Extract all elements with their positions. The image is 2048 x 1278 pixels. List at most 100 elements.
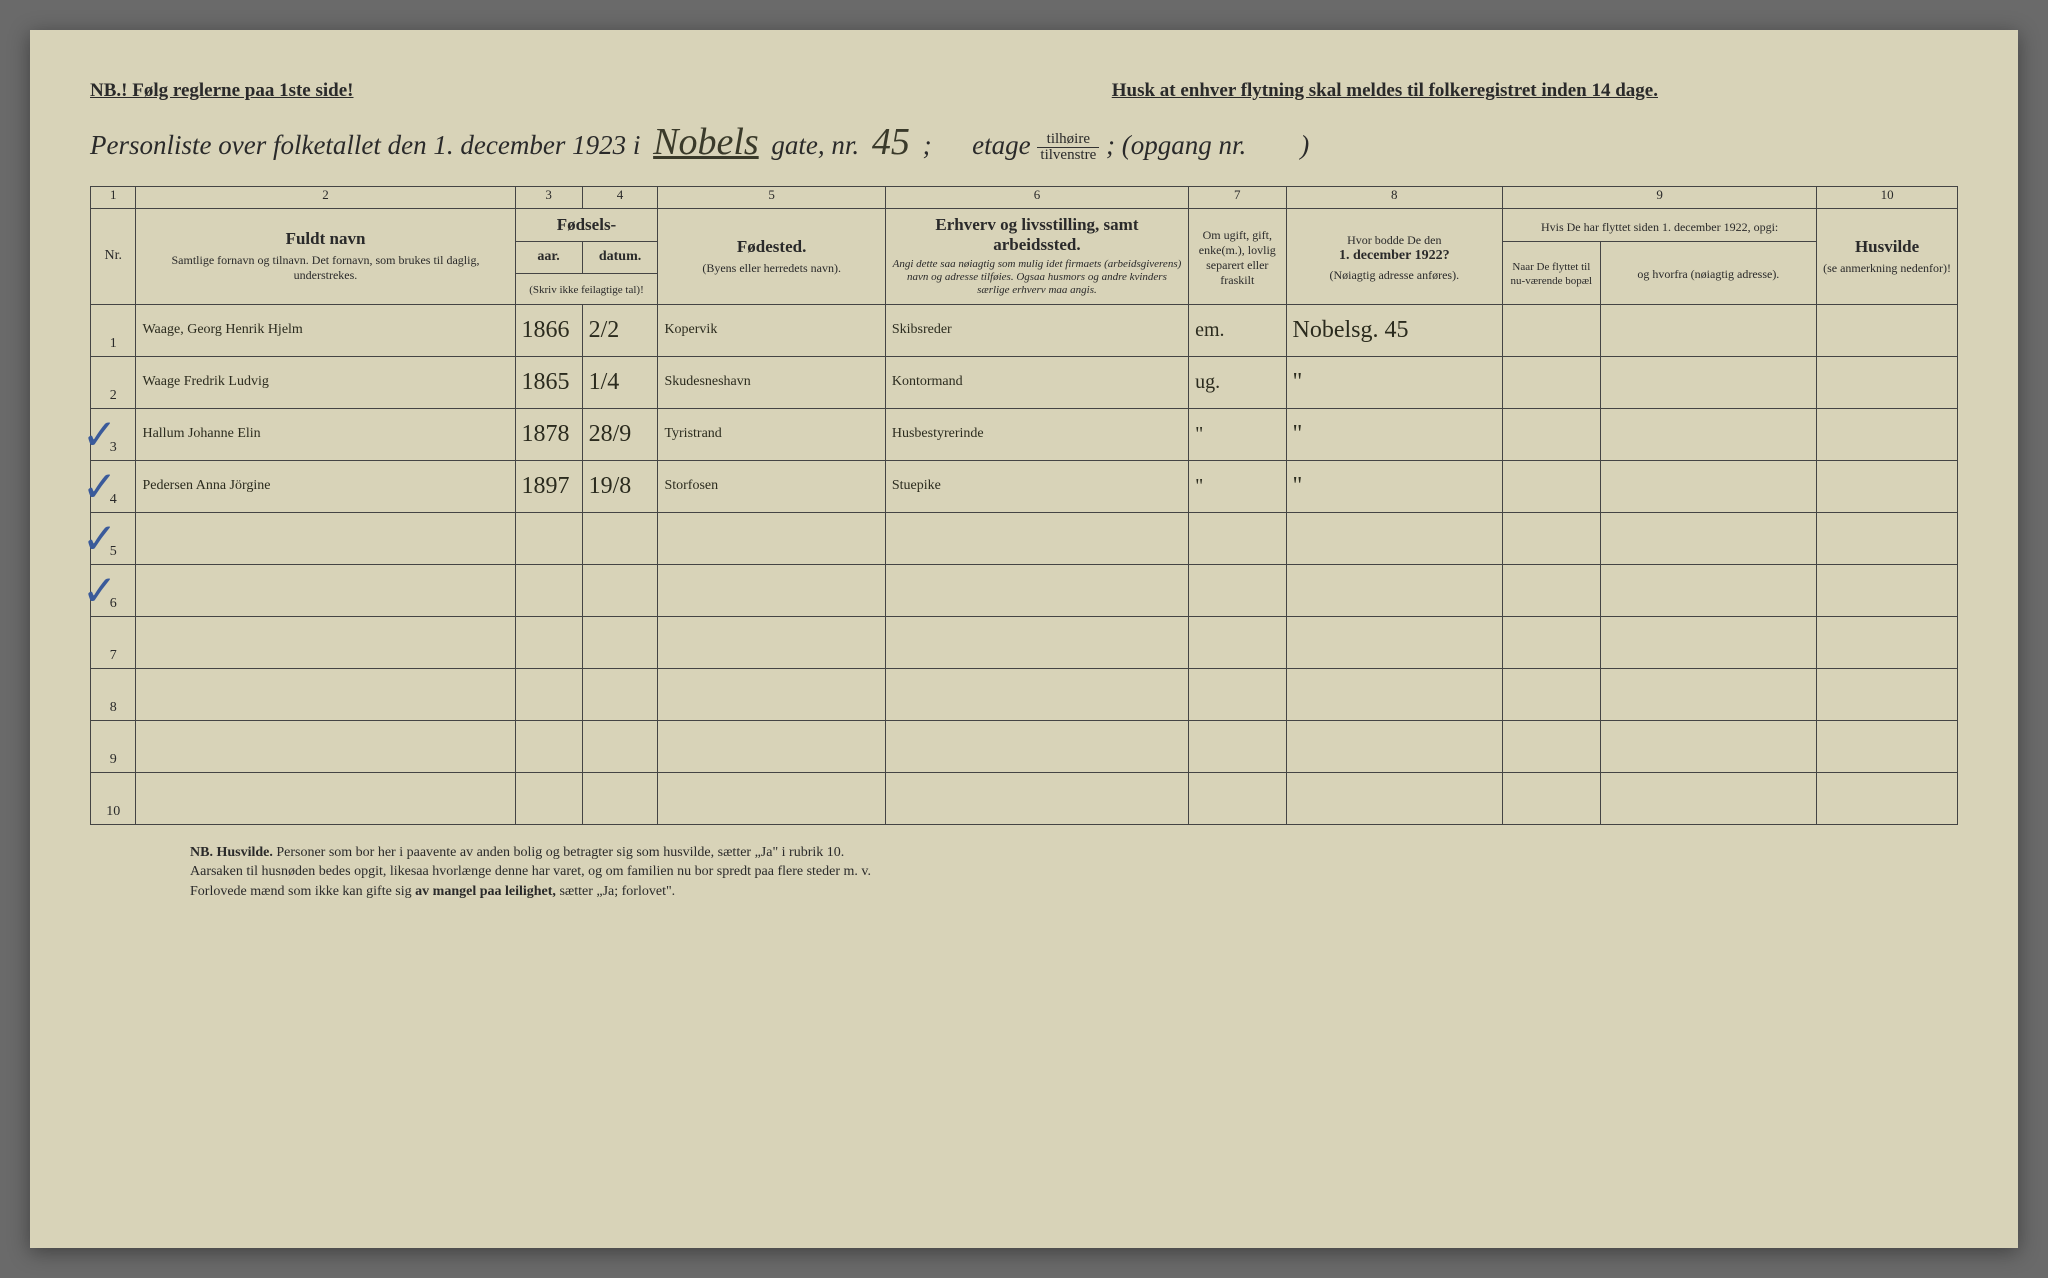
cell-year: 1897 — [515, 460, 582, 512]
cell-year — [515, 616, 582, 668]
cell-moved-from — [1600, 616, 1817, 668]
cell-year — [515, 564, 582, 616]
cell-husvilde — [1817, 772, 1958, 824]
column-number-row: 1 2 3 45 6 7 8 9 10 — [91, 187, 1958, 209]
cell-name: Waage, Georg Henrik Hjelm — [136, 304, 515, 356]
checkmark-icon: ✓ — [82, 462, 117, 512]
cell-prev-addr: Nobelsg. 45 — [1286, 304, 1503, 356]
gate-label: gate, nr. — [771, 130, 859, 160]
cell-moved-from — [1600, 668, 1817, 720]
cell-moved-from — [1600, 408, 1817, 460]
cell-year: 1866 — [515, 304, 582, 356]
cell-moved-from — [1600, 720, 1817, 772]
cell-marital: " — [1189, 408, 1286, 460]
street-name-handwritten: Nobels — [647, 121, 765, 163]
row-number: 7 — [91, 616, 136, 668]
cell-year — [515, 512, 582, 564]
cell-year — [515, 720, 582, 772]
nb-notice: NB.! Følg reglerne paa 1ste side! — [90, 80, 354, 102]
cell-year — [515, 668, 582, 720]
cell-moved-when — [1503, 772, 1600, 824]
cell-birthplace — [658, 772, 885, 824]
cell-year: 1878 — [515, 408, 582, 460]
hdr-moved-when: Naar De flyttet til nu-værende bopæl — [1503, 242, 1600, 305]
row-number: 1 — [91, 304, 136, 356]
cell-occupation: Husbestyrerinde — [885, 408, 1188, 460]
side-fraction: tilhøire tilvenstre — [1037, 132, 1099, 163]
cell-marital — [1189, 720, 1286, 772]
footer-note: NB. Husvilde. Personer som bor her i paa… — [90, 843, 1958, 902]
cell-name: Waage Fredrik Ludvig — [136, 356, 515, 408]
cell-moved-when — [1503, 720, 1600, 772]
hdr-aar: aar. — [515, 242, 582, 274]
cell-moved-from — [1600, 304, 1817, 356]
cell-moved-when — [1503, 356, 1600, 408]
cell-occupation — [885, 564, 1188, 616]
cell-birthplace — [658, 720, 885, 772]
cell-husvilde — [1817, 460, 1958, 512]
cell-marital — [1189, 512, 1286, 564]
cell-husvilde — [1817, 564, 1958, 616]
hdr-husvilde: Husvilde (se anmerkning nedenfor)! — [1817, 209, 1958, 305]
cell-date — [582, 720, 658, 772]
hdr-navn: Fuldt navn Samtlige fornavn og tilnavn. … — [136, 209, 515, 305]
table-row: 5 — [91, 512, 1958, 564]
cell-marital: ug. — [1189, 356, 1286, 408]
cell-name — [136, 720, 515, 772]
hdr-fodested: Fødested. (Byens eller herredets navn). — [658, 209, 885, 305]
hdr-marital: Om ugift, gift, enke(m.), lovlig separer… — [1189, 209, 1286, 305]
hdr-prev-addr: Hvor bodde De den 1. december 1922? (Nøi… — [1286, 209, 1503, 305]
table-row: 2 Waage Fredrik Ludvig 1865 1/4 Skudesne… — [91, 356, 1958, 408]
row-number: 10 — [91, 772, 136, 824]
cell-date — [582, 668, 658, 720]
cell-moved-when — [1503, 304, 1600, 356]
cell-birthplace — [658, 616, 885, 668]
cell-birthplace: Tyristrand — [658, 408, 885, 460]
cell-moved-from — [1600, 356, 1817, 408]
cell-marital — [1189, 772, 1286, 824]
cell-name — [136, 668, 515, 720]
cell-occupation: Kontormand — [885, 356, 1188, 408]
opgang-label: ; (opgang nr. — [1106, 130, 1246, 160]
cell-husvilde — [1817, 356, 1958, 408]
cell-year — [515, 772, 582, 824]
cell-date — [582, 616, 658, 668]
cell-date — [582, 772, 658, 824]
cell-date: 28/9 — [582, 408, 658, 460]
cell-prev-addr: " — [1286, 408, 1503, 460]
cell-husvilde — [1817, 512, 1958, 564]
cell-moved-when — [1503, 668, 1600, 720]
cell-prev-addr — [1286, 616, 1503, 668]
cell-occupation — [885, 772, 1188, 824]
table-row: 1 Waage, Georg Henrik Hjelm 1866 2/2 Kop… — [91, 304, 1958, 356]
cell-birthplace: Skudesneshavn — [658, 356, 885, 408]
cell-name — [136, 512, 515, 564]
cell-date: 2/2 — [582, 304, 658, 356]
cell-date — [582, 512, 658, 564]
cell-date — [582, 564, 658, 616]
cell-moved-from — [1600, 772, 1817, 824]
cell-name: Hallum Johanne Elin — [136, 408, 515, 460]
top-notice-row: NB.! Følg reglerne paa 1ste side! Husk a… — [90, 80, 1958, 102]
hdr-nr: Nr. — [91, 209, 136, 305]
cell-year: 1865 — [515, 356, 582, 408]
table-row: 8 — [91, 668, 1958, 720]
cell-prev-addr — [1286, 512, 1503, 564]
cell-occupation — [885, 720, 1188, 772]
cell-name: Pedersen Anna Jörgine — [136, 460, 515, 512]
etage-label: etage — [972, 130, 1030, 160]
cell-marital — [1189, 668, 1286, 720]
cell-moved-when — [1503, 564, 1600, 616]
cell-husvilde — [1817, 668, 1958, 720]
cell-marital: em. — [1189, 304, 1286, 356]
cell-prev-addr — [1286, 564, 1503, 616]
table-row: 9 — [91, 720, 1958, 772]
census-form-paper: NB.! Følg reglerne paa 1ste side! Husk a… — [30, 30, 2018, 1248]
cell-marital — [1189, 564, 1286, 616]
cell-occupation: Skibsreder — [885, 304, 1188, 356]
cell-name — [136, 616, 515, 668]
table-row: 10 — [91, 772, 1958, 824]
cell-moved-when — [1503, 512, 1600, 564]
cell-occupation: Stuepike — [885, 460, 1188, 512]
cell-moved-when — [1503, 616, 1600, 668]
